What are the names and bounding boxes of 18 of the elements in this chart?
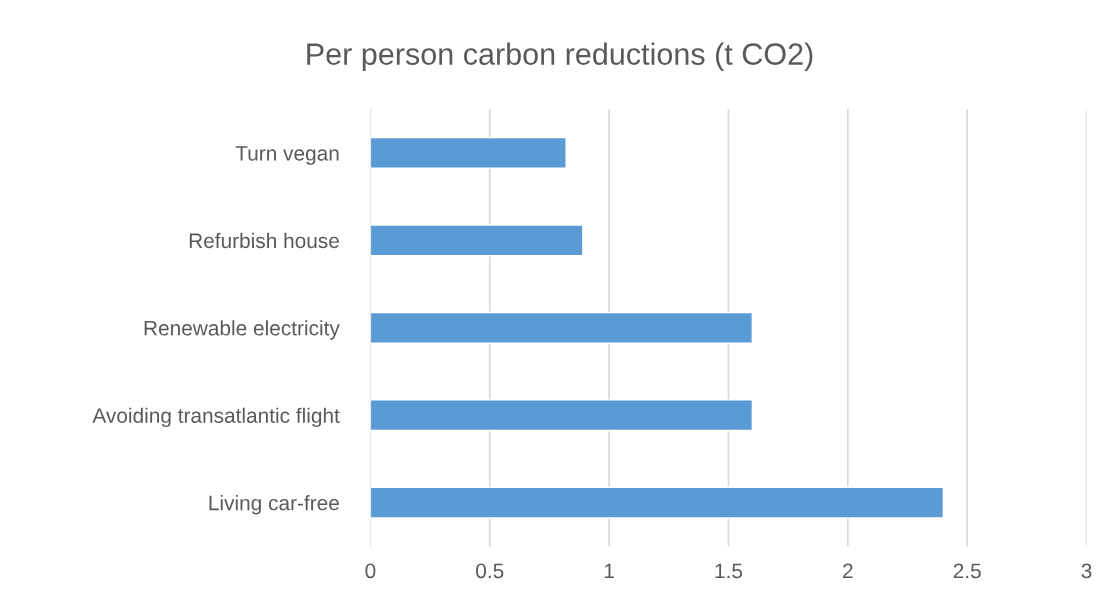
x-tick-label: 3: [1081, 563, 1092, 579]
x-tick-label: 1: [604, 563, 614, 579]
x-tick-label: 0: [365, 563, 376, 579]
y-tick-label: Turn vegan: [235, 146, 339, 165]
bar: [370, 399, 754, 432]
x-tick-label: 1.5: [715, 563, 743, 579]
x-tick-label: 2.5: [953, 563, 981, 579]
bar: [370, 136, 567, 169]
y-tick-label: Refurbish house: [189, 232, 339, 249]
x-tick-label: 0.5: [476, 563, 504, 579]
bar: [370, 486, 945, 519]
bar: [370, 311, 754, 344]
chart-title: Per person carbon reductions (t CO2): [307, 42, 813, 71]
y-tick-label: Avoiding transatlantic flight: [92, 407, 340, 428]
y-tick-label: Living car-free: [209, 495, 339, 515]
bar: [370, 224, 584, 257]
x-tick-label: 2: [843, 563, 853, 579]
y-tick-label: Renewable electricity: [144, 320, 340, 340]
